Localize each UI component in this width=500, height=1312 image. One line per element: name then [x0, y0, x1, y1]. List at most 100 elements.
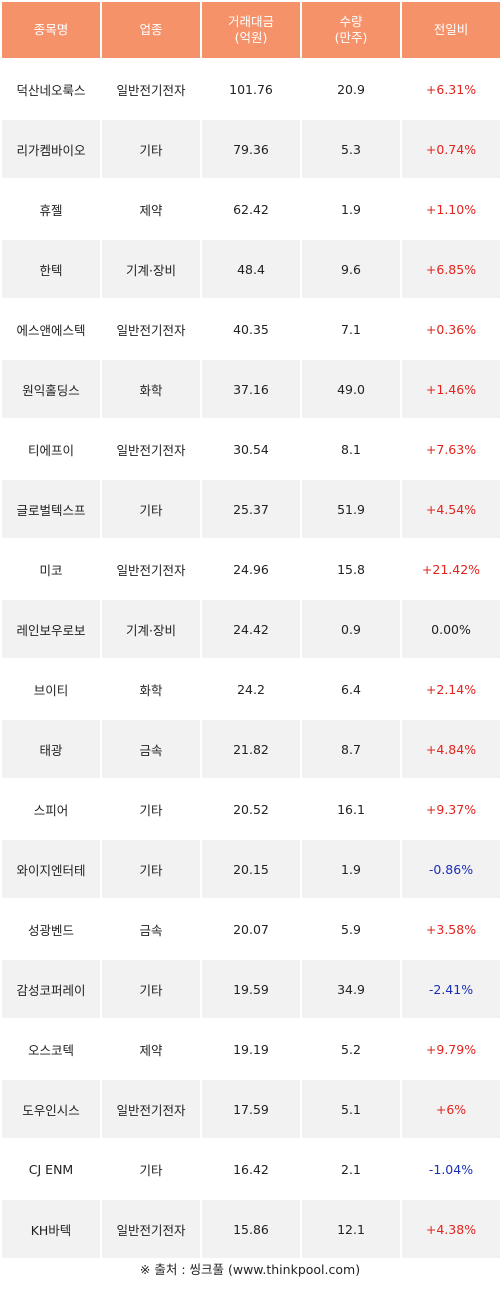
cell-name: 레인보우로보: [2, 600, 100, 658]
cell-sector: 기타: [102, 840, 200, 898]
cell-volume: 15.8: [302, 540, 400, 598]
cell-volume: 2.1: [302, 1140, 400, 1198]
cell-volume: 5.3: [302, 120, 400, 178]
cell-name: 감성코퍼레이: [2, 960, 100, 1018]
table-body: 덕산네오룩스 일반전기전자 101.76 20.9 +6.31% 리가켐바이오 기타 79.3…: [2, 60, 500, 1258]
cell-sector: 일반전기전자: [102, 540, 200, 598]
cell-sector: 금속: [102, 720, 200, 778]
cell-name: 한텍: [2, 240, 100, 298]
cell-change: +4.84%: [402, 720, 500, 778]
cell-change: -0.86%: [402, 840, 500, 898]
cell-change: +7.63%: [402, 420, 500, 478]
cell-sector: 금속: [102, 900, 200, 958]
cell-amount: 101.76: [202, 60, 300, 118]
table-header: 종목명 업종 거래대금 (억원) 수량 (만주) 전일비: [2, 2, 500, 58]
cell-sector: 일반전기전자: [102, 1080, 200, 1138]
cell-amount: 48.4: [202, 240, 300, 298]
cell-name: 휴젤: [2, 180, 100, 238]
cell-volume: 8.7: [302, 720, 400, 778]
cell-change: +4.38%: [402, 1200, 500, 1258]
cell-sector: 일반전기전자: [102, 60, 200, 118]
cell-change: +21.42%: [402, 540, 500, 598]
cell-name: 성광벤드: [2, 900, 100, 958]
cell-amount: 30.54: [202, 420, 300, 478]
cell-volume: 8.1: [302, 420, 400, 478]
cell-change: +6%: [402, 1080, 500, 1138]
table-row: 성광벤드 금속 20.07 5.9 +3.58%: [2, 900, 500, 958]
cell-change: 0.00%: [402, 600, 500, 658]
cell-name: 스피어: [2, 780, 100, 838]
cell-name: 와이지엔터테: [2, 840, 100, 898]
cell-name: 브이티: [2, 660, 100, 718]
cell-sector: 제약: [102, 1020, 200, 1078]
cell-sector: 화학: [102, 660, 200, 718]
cell-amount: 16.42: [202, 1140, 300, 1198]
cell-amount: 20.52: [202, 780, 300, 838]
cell-sector: 기타: [102, 120, 200, 178]
table-row: 와이지엔터테 기타 20.15 1.9 -0.86%: [2, 840, 500, 898]
cell-amount: 79.36: [202, 120, 300, 178]
table-row: 한텍 기계·장비 48.4 9.6 +6.85%: [2, 240, 500, 298]
cell-sector: 기계·장비: [102, 240, 200, 298]
cell-sector: 기타: [102, 480, 200, 538]
cell-change: +3.58%: [402, 900, 500, 958]
cell-amount: 37.16: [202, 360, 300, 418]
table-row: 원익홀딩스 화학 37.16 49.0 +1.46%: [2, 360, 500, 418]
table-row: 태광 금속 21.82 8.7 +4.84%: [2, 720, 500, 778]
cell-name: 태광: [2, 720, 100, 778]
table-row: 오스코텍 제약 19.19 5.2 +9.79%: [2, 1020, 500, 1078]
cell-name: 오스코텍: [2, 1020, 100, 1078]
cell-name: 원익홀딩스: [2, 360, 100, 418]
cell-sector: 기타: [102, 780, 200, 838]
cell-name: 글로벌텍스프: [2, 480, 100, 538]
cell-amount: 21.82: [202, 720, 300, 778]
cell-sector: 일반전기전자: [102, 1200, 200, 1258]
cell-change: +2.14%: [402, 660, 500, 718]
cell-amount: 17.59: [202, 1080, 300, 1138]
cell-change: +6.85%: [402, 240, 500, 298]
cell-change: +4.54%: [402, 480, 500, 538]
cell-amount: 20.15: [202, 840, 300, 898]
cell-volume: 0.9: [302, 600, 400, 658]
cell-amount: 24.2: [202, 660, 300, 718]
cell-volume: 34.9: [302, 960, 400, 1018]
cell-change: +1.46%: [402, 360, 500, 418]
cell-volume: 5.9: [302, 900, 400, 958]
cell-amount: 19.59: [202, 960, 300, 1018]
cell-volume: 12.1: [302, 1200, 400, 1258]
cell-amount: 15.86: [202, 1200, 300, 1258]
table-row: 글로벌텍스프 기타 25.37 51.9 +4.54%: [2, 480, 500, 538]
cell-amount: 19.19: [202, 1020, 300, 1078]
cell-volume: 51.9: [302, 480, 400, 538]
cell-amount: 24.96: [202, 540, 300, 598]
table-row: 리가켐바이오 기타 79.36 5.3 +0.74%: [2, 120, 500, 178]
header-amount: 거래대금 (억원): [202, 2, 300, 58]
cell-sector: 일반전기전자: [102, 420, 200, 478]
cell-volume: 20.9: [302, 60, 400, 118]
cell-change: +9.37%: [402, 780, 500, 838]
cell-sector: 일반전기전자: [102, 300, 200, 358]
cell-sector: 화학: [102, 360, 200, 418]
cell-volume: 5.1: [302, 1080, 400, 1138]
cell-change: +1.10%: [402, 180, 500, 238]
header-row: 종목명 업종 거래대금 (억원) 수량 (만주) 전일비: [2, 2, 500, 58]
cell-volume: 16.1: [302, 780, 400, 838]
table-row: 휴젤 제약 62.42 1.9 +1.10%: [2, 180, 500, 238]
cell-amount: 24.42: [202, 600, 300, 658]
cell-name: 미코: [2, 540, 100, 598]
cell-change: -2.41%: [402, 960, 500, 1018]
cell-name: 티에프이: [2, 420, 100, 478]
cell-name: 덕산네오룩스: [2, 60, 100, 118]
table-row: KH바텍 일반전기전자 15.86 12.1 +4.38%: [2, 1200, 500, 1258]
cell-name: 리가켐바이오: [2, 120, 100, 178]
cell-volume: 7.1: [302, 300, 400, 358]
table-row: 감성코퍼레이 기타 19.59 34.9 -2.41%: [2, 960, 500, 1018]
header-change: 전일비: [402, 2, 500, 58]
cell-name: CJ ENM: [2, 1140, 100, 1198]
cell-change: -1.04%: [402, 1140, 500, 1198]
cell-volume: 6.4: [302, 660, 400, 718]
table-row: 에스앤에스텍 일반전기전자 40.35 7.1 +0.36%: [2, 300, 500, 358]
table-row: 스피어 기타 20.52 16.1 +9.37%: [2, 780, 500, 838]
cell-volume: 5.2: [302, 1020, 400, 1078]
